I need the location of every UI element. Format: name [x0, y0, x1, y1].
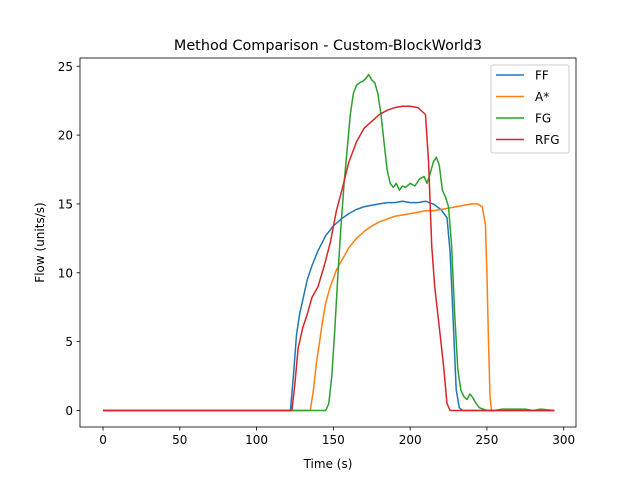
x-tick-label: 100: [245, 433, 268, 447]
x-tick-label: 50: [172, 433, 187, 447]
x-tick-label: 300: [552, 433, 575, 447]
legend: FF A* FG RFG: [490, 64, 570, 154]
y-axis: 0 5 10 15 20 25: [58, 60, 80, 418]
y-tick-label: 0: [65, 404, 73, 418]
y-axis-label: Flow (units/s): [33, 202, 47, 282]
legend-box: [490, 64, 570, 154]
plot-frame: [79, 57, 577, 428]
x-tick-label: 150: [322, 433, 345, 447]
y-tick-label: 25: [58, 60, 73, 74]
legend-label-fg: FG: [535, 112, 551, 126]
y-tick-label: 15: [58, 197, 73, 211]
series-line-a-line: [103, 203, 555, 412]
chart-title: Method Comparison - Custom-BlockWorld3: [174, 38, 482, 54]
y-tick-label: 5: [65, 335, 73, 349]
x-axis-label: Time (s): [303, 457, 353, 471]
x-tick-label: 200: [399, 433, 422, 447]
legend-label-ff: FF: [535, 69, 549, 83]
x-axis: 0 50 100 150 200 250 300: [99, 427, 575, 447]
y-tick-label: 10: [58, 266, 73, 280]
y-tick-label: 20: [58, 129, 73, 143]
series-line-ff-line: [103, 200, 555, 412]
legend-label-a: A*: [535, 90, 549, 104]
x-tick-label: 250: [475, 433, 498, 447]
series-layer: [103, 73, 555, 412]
legend-label-rfg: RFG: [535, 133, 560, 147]
x-tick-label: 0: [99, 433, 107, 447]
series-line-fg-line: [103, 73, 555, 412]
series-line-rfg-line: [103, 105, 555, 412]
